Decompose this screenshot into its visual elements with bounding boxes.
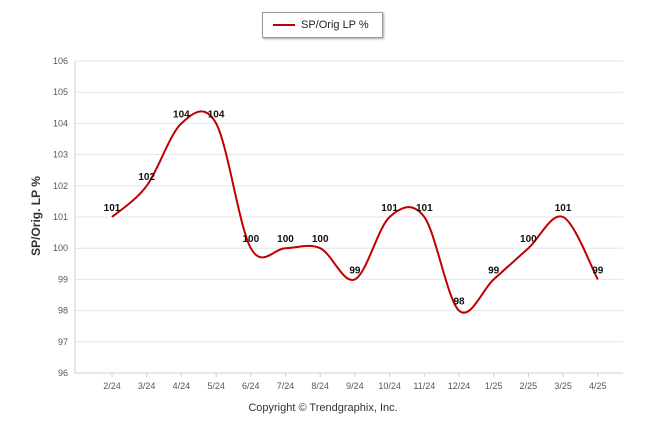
data-label: 101: [104, 203, 121, 214]
data-label: 100: [520, 234, 537, 245]
y-tick-label: 105: [53, 87, 68, 97]
data-labels: 101 102 104 104 100 100 100 99 101 101 98 99 100 101 9…: [104, 109, 604, 307]
y-tick-label: 101: [53, 212, 68, 222]
legend-label: SP/Orig LP %: [301, 19, 369, 31]
data-label: 100: [312, 234, 329, 245]
data-label: 104: [173, 109, 190, 120]
x-tick-label: 8/24: [311, 381, 329, 391]
data-label: 99: [349, 265, 361, 276]
x-tick-label: 2/25: [520, 381, 538, 391]
y-tick-label: 100: [53, 243, 68, 253]
x-tick-label: 9/24: [346, 381, 364, 391]
data-label: 100: [242, 234, 259, 245]
grid-lines: [75, 60, 623, 374]
x-tick-label: 5/24: [207, 381, 225, 391]
x-tick-label: 11/24: [413, 381, 435, 391]
x-tick-label: 7/24: [277, 381, 295, 391]
data-label: 102: [138, 172, 155, 183]
copyright-footer: Copyright © Trendgraphix, Inc.: [248, 402, 398, 414]
y-tick-label: 96: [58, 368, 68, 378]
x-tick-label: 3/25: [554, 381, 572, 391]
data-label: 101: [416, 203, 433, 214]
x-tick-label: 4/25: [589, 381, 607, 391]
data-label: 101: [555, 203, 572, 214]
x-tick-label: 10/24: [378, 381, 401, 391]
x-tick-label: 1/25: [485, 381, 503, 391]
x-tick-label: 2/24: [103, 381, 121, 391]
data-label: 100: [277, 234, 294, 245]
legend-swatch: [273, 24, 295, 26]
legend: SP/Orig LP %: [262, 12, 383, 38]
y-tick-label: 103: [53, 150, 68, 160]
x-tick-labels: 2/24 3/24 4/24 5/24 6/24 7/24 8/24 9/24 10/24 11/…: [103, 381, 606, 391]
y-axis-label: SP/Orig. LP %: [29, 176, 43, 256]
y-tick-label: 104: [53, 118, 68, 128]
data-label: 101: [381, 203, 398, 214]
data-label: 104: [208, 109, 225, 120]
y-tick-label: 97: [58, 337, 68, 347]
y-tick-label: 106: [53, 56, 68, 66]
data-label: 99: [592, 265, 604, 276]
x-tick-label: 4/24: [173, 381, 191, 391]
data-label: 98: [453, 297, 465, 308]
y-tick-labels: 96 97 98 99 100 101 102 103 104 105 106: [53, 56, 68, 378]
y-tick-label: 102: [53, 181, 68, 191]
axes: [74, 61, 623, 377]
data-label: 99: [488, 265, 500, 276]
series-line: [111, 110, 599, 314]
x-tick-label: 3/24: [138, 381, 156, 391]
y-tick-label: 98: [58, 306, 68, 316]
x-tick-label: 6/24: [242, 381, 260, 391]
x-tick-label: 12/24: [448, 381, 471, 391]
y-tick-label: 99: [58, 274, 68, 284]
